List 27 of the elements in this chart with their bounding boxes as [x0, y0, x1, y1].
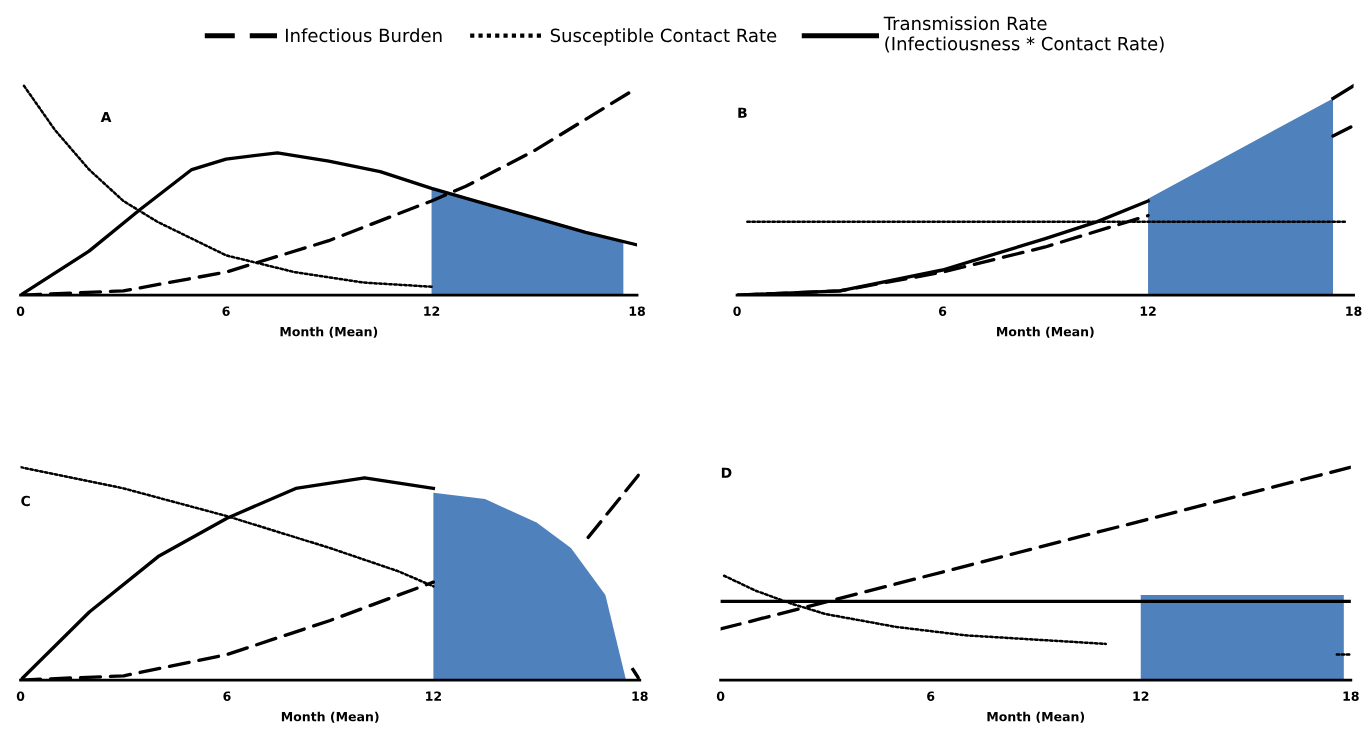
x-tick-label: 0	[733, 306, 741, 316]
x-axis-title: Month (Mean)	[997, 326, 1094, 338]
x-axis-title: Month (Mean)	[280, 326, 378, 338]
x-tick-label: 12	[1133, 691, 1149, 701]
x-tick-label: 18	[1346, 306, 1362, 316]
legend-label: Susceptible Contact Rate	[550, 28, 777, 46]
x-tick-label: 6	[223, 691, 231, 701]
x-tick-label: 12	[426, 691, 441, 701]
x-tick-label: 18	[629, 306, 645, 316]
x-tick-label: 0	[16, 306, 25, 316]
legend-label: Infectious Burden	[285, 28, 442, 43]
text: A	[100, 111, 112, 123]
x-tick-label: 6	[222, 306, 230, 316]
legend-label: Transmission Rate (Infectiousness * Contact Rate)	[883, 16, 1164, 53]
x-axis-title: Month (Mean)	[281, 711, 379, 723]
text: B	[738, 107, 747, 118]
x-tick-label: 12	[1140, 306, 1156, 316]
x-tick-label: 12	[424, 306, 440, 316]
x-tick-label: 18	[1343, 691, 1359, 701]
x-tick-label: 6	[927, 691, 935, 701]
chart-title: D	[721, 467, 732, 478]
x-axis-title: Month (Mean)	[987, 711, 1085, 723]
x-tick-label: 6	[938, 306, 947, 316]
x-tick-label: 0	[716, 691, 725, 701]
text: C	[21, 495, 30, 507]
x-tick-label: 18	[632, 691, 648, 701]
x-tick-label: 0	[16, 691, 25, 701]
